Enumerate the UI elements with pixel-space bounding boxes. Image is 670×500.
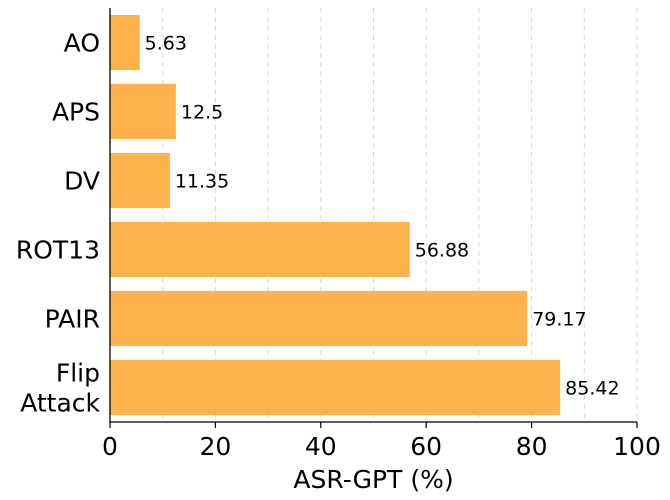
bar — [110, 359, 561, 416]
category-label-line: PAIR — [45, 305, 100, 334]
bar — [110, 290, 528, 347]
category-label-line: AO — [64, 29, 100, 58]
x-tick-label: 60 — [410, 432, 442, 461]
x-tick-label: 20 — [199, 432, 231, 461]
bar — [110, 14, 140, 71]
gridlines — [162, 8, 638, 422]
category-label-line: Flip — [56, 359, 100, 388]
category-label: Flip Attack — [20, 359, 100, 418]
category-label: PAIR — [45, 305, 100, 334]
bar — [110, 152, 170, 209]
category-label-line: DV — [64, 167, 100, 196]
x-ticks: 0 20 40 60 80 100 — [102, 422, 661, 461]
x-tick-label: 40 — [305, 432, 337, 461]
category-label-line: Attack — [20, 389, 100, 418]
x-tick-label: 80 — [516, 432, 548, 461]
data-label: 5.63 — [145, 33, 187, 55]
bar — [110, 83, 176, 140]
category-label-line: APS — [52, 98, 100, 127]
data-label: 56.88 — [415, 240, 469, 262]
bars — [110, 14, 561, 416]
category-label: ROT13 — [16, 236, 100, 265]
x-tick-label: 100 — [613, 432, 661, 461]
category-label: AO — [64, 29, 100, 58]
data-label: 79.17 — [532, 309, 586, 331]
x-tick-label: 0 — [102, 432, 118, 461]
bar — [110, 221, 410, 278]
data-labels: 5.63 12.5 11.35 56.88 79.17 85.42 — [145, 33, 620, 400]
data-label: 11.35 — [175, 171, 229, 193]
data-label: 12.5 — [181, 102, 223, 124]
axes — [109, 8, 637, 423]
category-label: APS — [52, 98, 100, 127]
category-label-line: ROT13 — [16, 236, 100, 265]
category-labels: AO APS DV ROT13 PAIR Flip Attack — [16, 29, 101, 418]
category-label: DV — [64, 167, 100, 196]
x-axis-title: ASR-GPT (%) — [293, 465, 453, 494]
data-label: 85.42 — [565, 378, 619, 400]
